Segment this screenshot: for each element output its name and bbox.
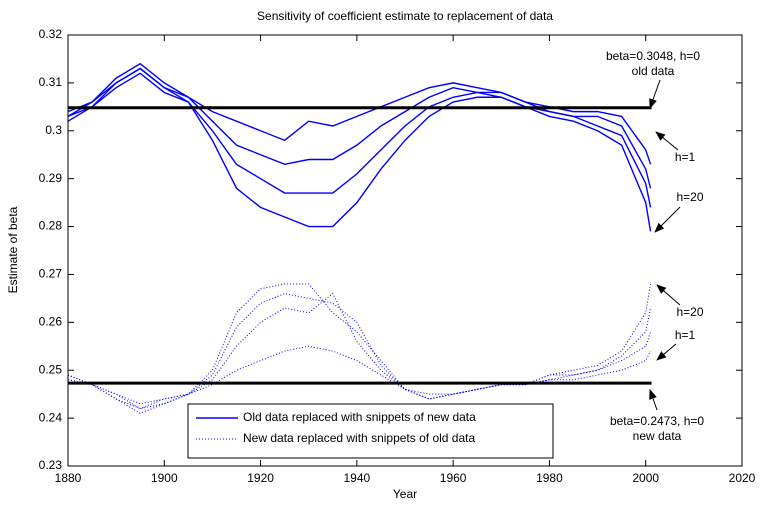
- annotation: h=1: [675, 150, 696, 164]
- legend-label: Old data replaced with snippets of new d…: [243, 410, 476, 424]
- annotation: h=1: [675, 328, 696, 342]
- arrow: [656, 284, 681, 306]
- y-tick-label: 0.28: [39, 219, 63, 233]
- x-tick-label: 1940: [344, 471, 371, 485]
- data-line: [67, 283, 652, 414]
- arrow: [649, 79, 661, 109]
- legend-box: [187, 403, 554, 459]
- annotation: beta=0.3048, h=0: [606, 49, 700, 63]
- y-tick-label: 0.23: [39, 458, 63, 472]
- legend-label: New data replaced with snippets of old d…: [243, 431, 475, 445]
- x-tick-label: 1920: [247, 471, 274, 485]
- y-tick-label: 0.27: [39, 267, 63, 281]
- data-line: [67, 293, 652, 410]
- y-axis-label: Estimate of beta: [6, 206, 20, 293]
- plot-frame: [67, 34, 743, 467]
- data-line: [67, 67, 652, 208]
- data-line: [67, 345, 651, 405]
- arrow: [649, 389, 658, 411]
- x-axis-label: Year: [393, 487, 417, 501]
- annotation: h=20: [676, 305, 703, 319]
- arrow: [655, 131, 679, 151]
- annotation: old data: [632, 64, 675, 78]
- annotation: h=20: [676, 190, 703, 204]
- y-tick-label: 0.31: [39, 75, 63, 89]
- y-tick-label: 0.25: [39, 362, 63, 376]
- x-tick-label: 1980: [536, 471, 563, 485]
- data-line: [67, 62, 652, 165]
- annotation: new data: [633, 429, 682, 443]
- data-line: [67, 292, 652, 410]
- y-tick-label: 0.26: [39, 315, 63, 329]
- chart-title: Sensitivity of coefficient estimate to r…: [257, 9, 553, 23]
- y-tick-label: 0.3: [45, 123, 62, 137]
- y-tick-label: 0.24: [39, 410, 63, 424]
- data-line: [67, 72, 652, 232]
- x-tick-label: 1900: [151, 471, 178, 485]
- annotation: beta=0.2473, h=0: [610, 414, 704, 428]
- x-tick-label: 2020: [729, 471, 756, 485]
- x-tick-label: 1960: [440, 471, 467, 485]
- arrows: [649, 79, 681, 411]
- y-tick-label: 0.32: [39, 27, 63, 41]
- x-tick-label: 2000: [632, 471, 659, 485]
- x-tick-label: 1880: [55, 471, 82, 485]
- arrow: [656, 343, 677, 361]
- y-tick-label: 0.29: [39, 171, 63, 185]
- arrow: [654, 206, 681, 233]
